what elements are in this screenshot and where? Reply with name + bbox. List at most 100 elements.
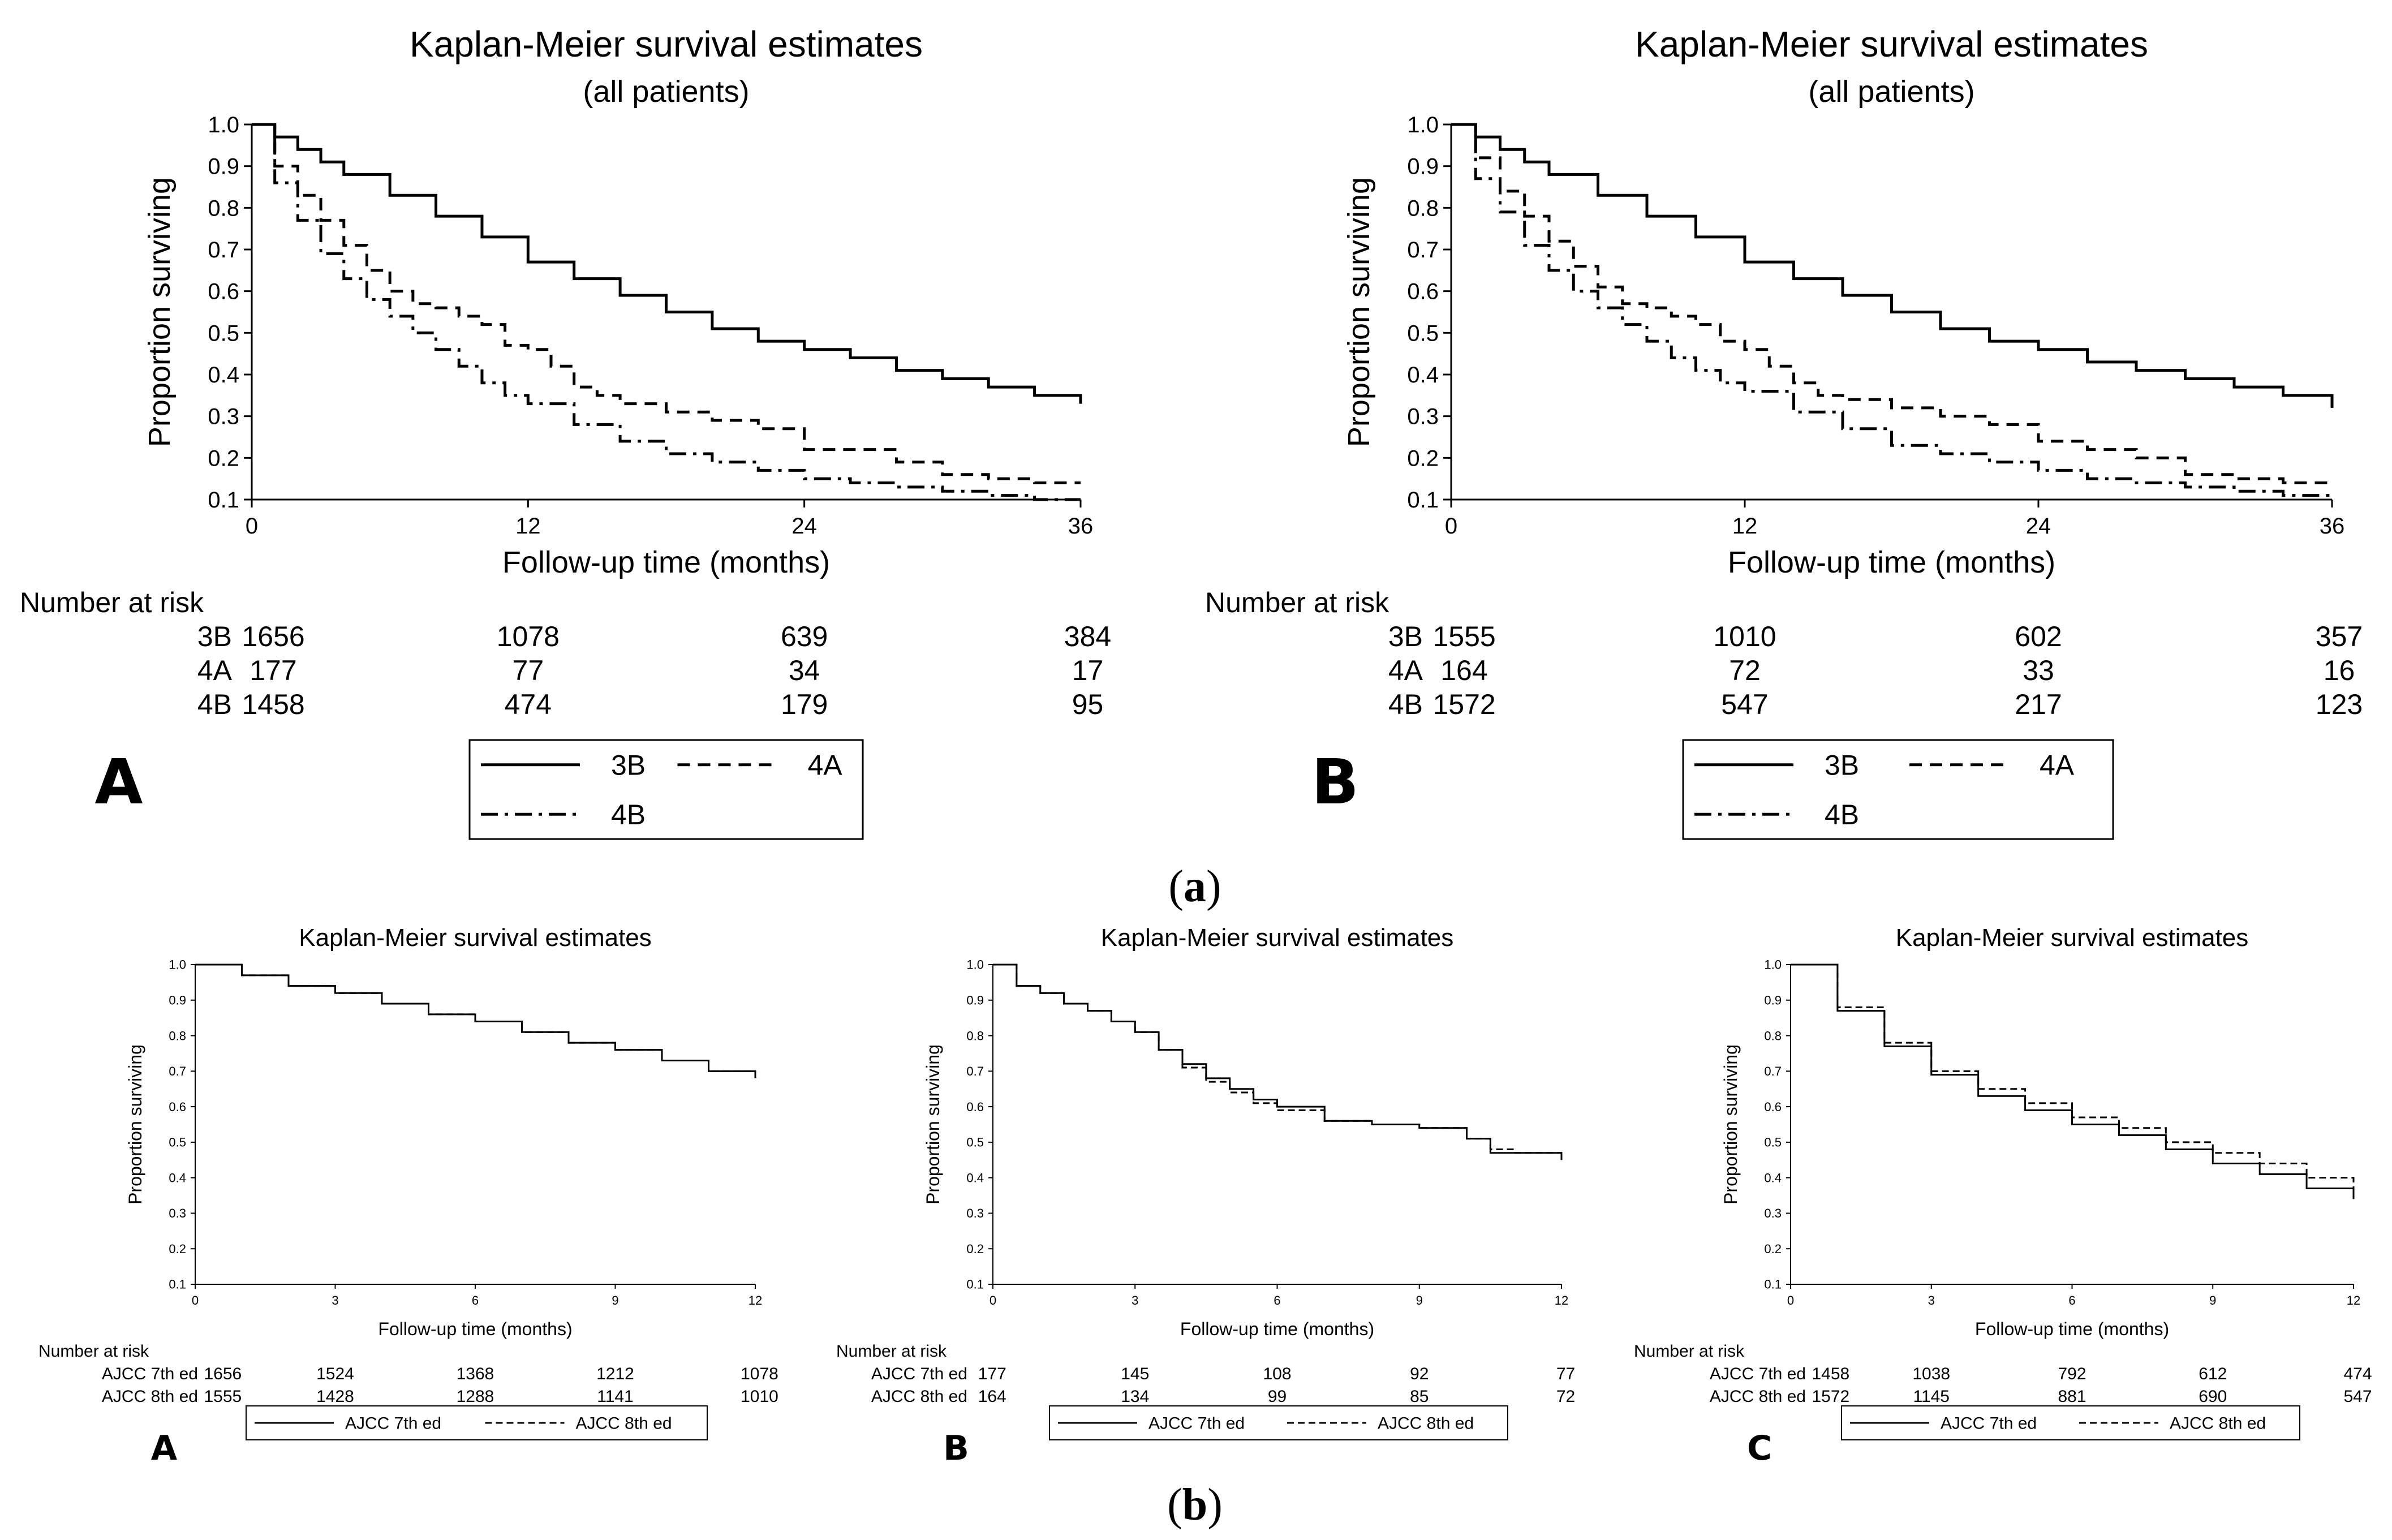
panel-letter: A: [151, 1429, 178, 1468]
risk-value: 99: [1268, 1387, 1287, 1406]
y-tick-label: 1.0: [1764, 958, 1782, 972]
x-axis-label: Follow-up time (months): [1728, 545, 2055, 579]
legend-label: 4B: [1825, 799, 1859, 831]
series-line-4b: [1451, 123, 2332, 497]
y-tick-label: 0.7: [966, 1064, 984, 1078]
risk-value: 602: [2015, 621, 2062, 652]
series-line-ajcc-8th-ed: [993, 963, 1563, 1160]
y-tick-label: 0.4: [208, 363, 239, 388]
chart-title: Kaplan-Meier survival estimates: [1896, 924, 2249, 952]
x-tick-label: 0: [1445, 514, 1457, 539]
caption-a-close: ): [1206, 862, 1221, 911]
y-tick-label: 0.1: [169, 1277, 186, 1292]
x-tick-label: 0: [246, 514, 258, 539]
y-tick-label: 0.1: [1764, 1277, 1782, 1292]
risk-row-label: AJCC 7th ed: [871, 1365, 967, 1383]
risk-value: 1038: [1912, 1365, 1950, 1383]
x-axis-label: Follow-up time (months): [378, 1319, 572, 1339]
risk-value: 357: [2316, 621, 2363, 652]
x-axis-label: Follow-up time (months): [502, 545, 830, 579]
risk-value: 792: [2058, 1365, 2086, 1383]
risk-row-label: AJCC 8th ed: [1710, 1387, 1806, 1406]
x-tick-label: 0: [990, 1293, 996, 1307]
caption-b-close: ): [1207, 1480, 1223, 1530]
x-tick-label: 24: [791, 514, 817, 539]
chart-svg-a-A: Kaplan-Meier survival estimates (all pati…: [20, 24, 1111, 840]
risk-table-header: Number at risk: [1205, 587, 1389, 618]
series-line-3b: [252, 123, 1082, 404]
chart-subtitle: (all patients): [583, 75, 749, 109]
legend-box: [1841, 1405, 2300, 1440]
series-line-ajcc-8th-ed: [1791, 963, 2355, 1192]
chart-panel-b-A: Kaplan-Meier survival estimates 0.1 0.2 0.3…: [0, 917, 792, 1482]
y-tick-label: 0.2: [1764, 1242, 1782, 1256]
x-tick-label: 24: [2026, 514, 2051, 539]
y-tick-label: 0.9: [1764, 993, 1782, 1007]
chart-svg-b-C: Kaplan-Meier survival estimates 0.1 0.2 0.3…: [1634, 924, 2372, 1468]
y-tick-label: 0.5: [169, 1135, 186, 1150]
panel-letter: C: [1747, 1429, 1772, 1468]
y-tick-label: 0.8: [966, 1029, 984, 1043]
risk-value: 145: [1121, 1365, 1149, 1383]
y-tick-label: 0.3: [169, 1206, 186, 1220]
risk-row-label: AJCC 8th ed: [871, 1387, 967, 1406]
risk-value: 164: [1440, 655, 1487, 686]
y-tick-label: 0.4: [169, 1171, 186, 1185]
x-tick-label: 3: [332, 1293, 338, 1307]
y-tick-label: 0.7: [208, 238, 239, 263]
risk-value: 17: [1072, 655, 1104, 686]
legend-label: 3B: [1825, 749, 1859, 781]
y-tick-label: 0.8: [1764, 1029, 1782, 1043]
chart-panel-b-B: Kaplan-Meier survival estimates 0.1 0.2 0.3…: [798, 917, 1595, 1482]
y-axis-label: Proportion surviving: [1342, 177, 1376, 447]
risk-value: 547: [2343, 1387, 2372, 1406]
series-line-ajcc-7th-ed: [1791, 963, 2355, 1199]
series-line-ajcc-7th-ed: [993, 963, 1563, 1160]
x-tick-label: 6: [472, 1293, 479, 1307]
legend-label: AJCC 8th ed: [2170, 1414, 2266, 1433]
risk-row-label: AJCC 7th ed: [102, 1365, 198, 1383]
caption-b-letter: b: [1182, 1480, 1208, 1530]
y-tick-label: 0.3: [1407, 405, 1439, 429]
x-tick-label: 12: [515, 514, 541, 539]
y-axis-label: Proportion surviving: [923, 1044, 943, 1205]
risk-value: 1428: [316, 1387, 354, 1406]
y-tick-label: 0.6: [966, 1100, 984, 1114]
x-tick-label: 9: [1416, 1293, 1423, 1307]
chart-title: Kaplan-Meier survival estimates: [1101, 924, 1454, 952]
y-tick-label: 0.2: [1407, 446, 1439, 471]
legend-label: AJCC 7th ed: [345, 1414, 441, 1433]
x-tick-label: 12: [2347, 1293, 2360, 1307]
y-tick-label: 0.5: [1764, 1135, 1782, 1150]
legend-box: [468, 739, 864, 840]
legend-box: [246, 1405, 708, 1440]
risk-value: 1010: [1713, 621, 1776, 652]
caption-b-open: (: [1167, 1480, 1182, 1530]
risk-value: 1524: [316, 1365, 354, 1383]
risk-value: 85: [1410, 1387, 1429, 1406]
risk-value: 77: [513, 655, 544, 686]
y-tick-label: 0.6: [1764, 1100, 1782, 1114]
risk-value: 179: [781, 689, 828, 720]
y-tick-label: 0.7: [169, 1064, 186, 1078]
risk-value: 1078: [497, 621, 560, 652]
risk-value: 474: [2343, 1365, 2372, 1383]
risk-value: 547: [1721, 689, 1768, 720]
risk-value: 384: [1064, 621, 1111, 652]
legend-label: AJCC 8th ed: [576, 1414, 672, 1433]
risk-value: 690: [2199, 1387, 2227, 1406]
risk-value: 123: [2316, 689, 2363, 720]
legend-box: [1049, 1405, 1508, 1440]
risk-value: 639: [781, 621, 828, 652]
y-tick-label: 0.9: [1407, 154, 1439, 179]
risk-value: 134: [1121, 1387, 1149, 1406]
series-line-4a: [1451, 123, 2332, 485]
x-tick-label: 12: [748, 1293, 762, 1307]
risk-value: 1656: [242, 621, 305, 652]
chart-title: Kaplan-Meier survival estimates: [299, 924, 652, 952]
y-tick-label: 0.9: [208, 154, 239, 179]
x-tick-label: 0: [1787, 1293, 1794, 1307]
panel-letter: B: [943, 1429, 969, 1468]
y-tick-label: 0.1: [208, 488, 239, 513]
y-tick-label: 1.0: [208, 113, 239, 137]
